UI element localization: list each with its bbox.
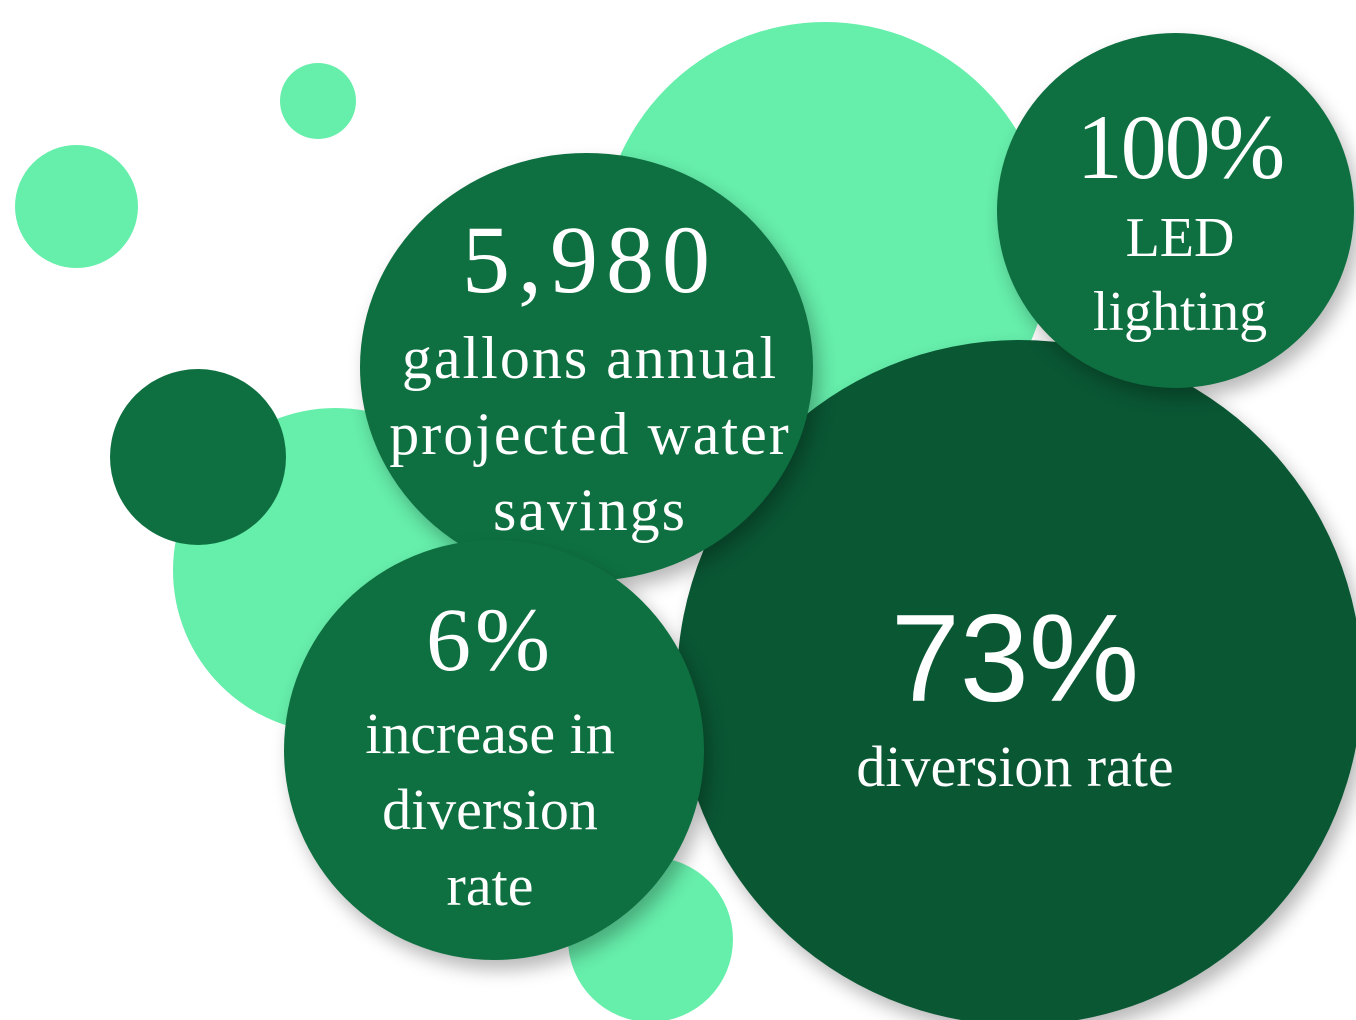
led-lighting-stat: 100% LED lighting xyxy=(1030,90,1330,360)
decorative-bubble-dark xyxy=(110,369,286,545)
led-lighting-bubble xyxy=(997,33,1354,388)
decorative-bubble-left xyxy=(15,145,138,268)
diversion-increase-stat: 6% increase in diversion rate xyxy=(300,595,680,925)
diversion-increase-value: 6% xyxy=(426,591,554,690)
led-lighting-label: LED lighting xyxy=(1092,207,1268,343)
water-savings-stat: 5,980 gallons annual projected water sav… xyxy=(360,200,820,560)
decorative-bubble-small-top xyxy=(280,63,356,139)
water-savings-bubble xyxy=(360,153,813,581)
water-savings-label: gallons annual projected water savings xyxy=(389,325,791,543)
diversion-increase-label: increase in diversion rate xyxy=(365,701,615,918)
diversion-rate-value: 73% xyxy=(890,590,1140,728)
water-savings-value: 5,980 xyxy=(462,206,718,313)
diversion-increase-bubble xyxy=(284,540,704,960)
led-lighting-value: 100% xyxy=(1076,96,1286,198)
diversion-rate-label: diversion rate xyxy=(856,734,1174,799)
diversion-rate-stat: 73% diversion rate xyxy=(800,590,1230,810)
